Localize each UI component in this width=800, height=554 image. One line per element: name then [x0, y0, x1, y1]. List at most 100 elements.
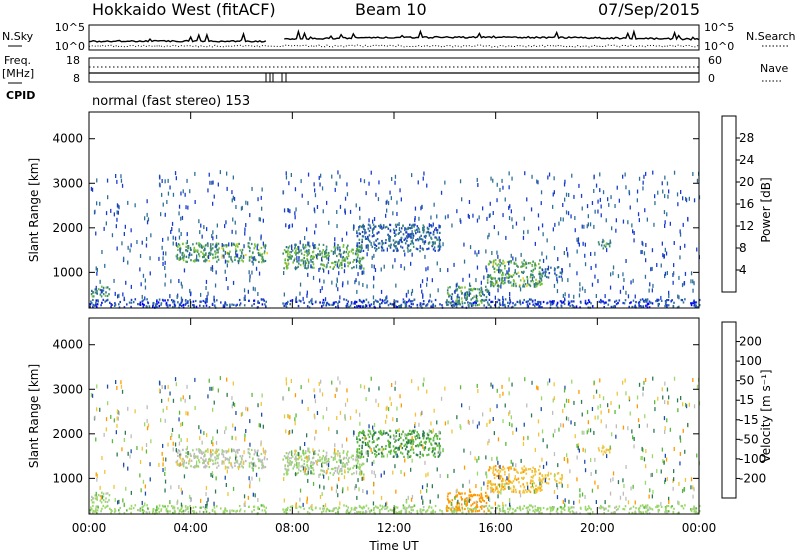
velocity-cell [226, 466, 228, 469]
velocity-cell [496, 470, 498, 473]
power-cell [420, 305, 422, 308]
velocity-cell [347, 471, 349, 474]
power-cell [238, 259, 241, 262]
power-cell [198, 242, 200, 245]
velocity-cell [235, 510, 237, 513]
velocity-cell [557, 463, 559, 468]
power-cell [419, 245, 421, 250]
velocity-cell [496, 486, 498, 489]
velocity-cell [235, 459, 237, 464]
power-cell [291, 223, 293, 228]
power-cell [202, 252, 204, 255]
power-cell [411, 288, 414, 293]
velocity-cell [254, 493, 256, 498]
velocity-cell [301, 465, 303, 468]
power-cell [515, 272, 518, 275]
velocity-cell [650, 473, 652, 478]
power-cell [562, 300, 565, 303]
velocity-cell [92, 497, 94, 500]
power-cell [504, 197, 506, 202]
velocity-cell [664, 400, 666, 405]
power-cell [261, 256, 264, 259]
velocity-cell [501, 483, 503, 486]
power-cell [286, 264, 288, 267]
power-cell [371, 264, 373, 269]
velocity-cell [330, 455, 333, 459]
power-cell [577, 237, 580, 242]
power-cell [350, 301, 353, 304]
velocity-cell [180, 438, 182, 442]
power-cell [183, 268, 186, 273]
power-cell [211, 265, 214, 270]
velocity-cell [343, 504, 345, 507]
velocity-cell [325, 510, 327, 513]
power-cell [617, 302, 619, 305]
power-cell [321, 255, 324, 258]
velocity-cell [333, 472, 335, 475]
velocity-cell [571, 510, 574, 513]
power-cell [372, 295, 375, 300]
velocity-cell [405, 445, 408, 448]
velocity-cell [679, 451, 681, 456]
power-cell [386, 199, 388, 204]
velocity-cell [420, 412, 422, 417]
power-cell [206, 227, 208, 232]
power-cell [508, 267, 510, 272]
power-cell [194, 171, 196, 176]
power-cell [265, 305, 267, 308]
velocity-cell [508, 467, 510, 472]
power-cell [495, 281, 497, 284]
velocity-cell [603, 446, 605, 449]
velocity-cell [347, 458, 349, 461]
power-cell [523, 285, 526, 288]
power-cell [499, 187, 501, 192]
power-cell [331, 261, 333, 265]
velocity-cell [512, 508, 514, 511]
power-cell [333, 266, 335, 269]
power-cell [226, 263, 228, 268]
power-cell [351, 267, 353, 270]
noise-left-tick-bottom: 10^0 [55, 40, 85, 53]
velocity-cell [341, 472, 343, 475]
power-cell [480, 301, 483, 304]
velocity-cell [221, 449, 223, 453]
velocity-cell [471, 495, 474, 498]
velocity-cell [576, 477, 578, 482]
velocity-cell [367, 429, 370, 432]
velocity-cell [195, 511, 198, 514]
velocity-cell [486, 487, 489, 490]
velocity-cell [215, 457, 218, 460]
power-cell [565, 192, 568, 197]
power-cell [561, 268, 563, 271]
power-cell [494, 304, 496, 307]
power-cell [521, 271, 523, 274]
power-cell [198, 253, 200, 256]
power-cell [614, 300, 616, 303]
power-cell [539, 266, 541, 269]
velocity-cell [205, 465, 208, 468]
velocity-cell [184, 505, 187, 508]
velocity-cell [198, 425, 200, 430]
power-cell [512, 302, 514, 305]
power-cell [434, 304, 437, 307]
velocity-cell [326, 460, 328, 463]
power-cell [629, 205, 631, 210]
velocity-cell [221, 462, 223, 465]
power-cell [463, 242, 465, 247]
power-cell [372, 284, 375, 289]
velocity-cell [513, 468, 516, 471]
power-cell [233, 303, 235, 306]
power-cell [463, 259, 466, 264]
power-cell [409, 300, 412, 303]
power-cell [425, 231, 428, 234]
power-cell [507, 280, 509, 283]
power-cell [512, 256, 514, 261]
velocity-cell [460, 503, 463, 506]
power-cell [225, 220, 227, 225]
power-cell [198, 255, 201, 258]
velocity-cell [337, 510, 339, 514]
velocity-cell [223, 460, 225, 465]
velocity-cell [358, 504, 361, 508]
velocity-cell [665, 457, 668, 462]
power-cell [176, 295, 178, 299]
